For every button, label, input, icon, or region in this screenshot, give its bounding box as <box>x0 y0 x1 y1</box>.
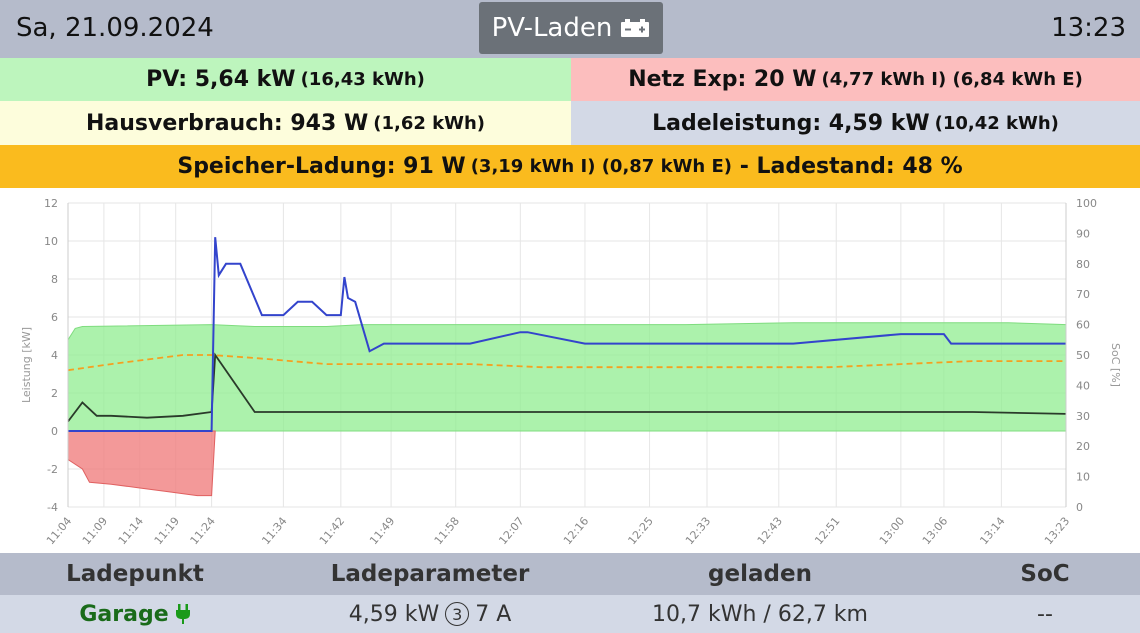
y2-tick-label: 80 <box>1076 258 1090 271</box>
y2-tick-label: 20 <box>1076 440 1090 453</box>
charge-power-value: Ladeleistung: 4,59 kW <box>652 110 930 136</box>
plug-icon <box>175 604 190 624</box>
col-charged: geladen <box>708 561 812 587</box>
grid-area <box>67 430 216 497</box>
charge-mode-button[interactable]: PV-Laden <box>479 2 663 54</box>
power-chart: 121086420-2-4100908070605040302010011:04… <box>20 197 1122 548</box>
pv-area <box>67 322 1067 432</box>
x-tick-label: 11:42 <box>317 515 347 548</box>
x-tick-label: 13:00 <box>877 515 907 548</box>
x-tick-label: 12:33 <box>683 515 713 548</box>
grid-power-value: Netz Exp: 20 W <box>628 67 817 92</box>
x-tick-label: 11:49 <box>367 515 397 548</box>
chargepoint-name-cell[interactable]: Garage <box>60 595 210 633</box>
x-tick-label: 12:51 <box>812 515 842 548</box>
charge-current: 7 A <box>475 601 512 627</box>
charged-amount: 10,7 kWh / 62,7 km <box>652 601 868 627</box>
y2-tick-label: 30 <box>1076 410 1090 423</box>
x-tick-label: 11:09 <box>80 515 110 548</box>
x-tick-label: 13:06 <box>920 515 950 548</box>
y-tick-label: 8 <box>51 273 58 286</box>
y-axis-label: Leistung [kW] <box>20 327 33 403</box>
header-bar: Sa, 21.09.2024 PV-Laden 13:23 <box>0 0 1140 58</box>
chargepoint-name[interactable]: Garage <box>79 601 169 627</box>
y2-tick-label: 0 <box>1076 501 1083 514</box>
vehicle-soc: -- <box>1037 601 1053 627</box>
y-tick-label: -4 <box>47 501 58 514</box>
y-tick-label: 6 <box>51 311 58 324</box>
pv-power-value: PV: 5,64 kW <box>146 67 296 92</box>
y2-tick-label: 100 <box>1076 197 1097 210</box>
x-tick-label: 12:16 <box>561 515 591 548</box>
chargepoint-row[interactable]: Garage 4,59 kW 3 7 A 10,7 kWh / 62,7 km … <box>0 595 1140 633</box>
storage-energy-value: (3,19 kWh I) (0,87 kWh E) <box>470 156 733 177</box>
col-parameters: Ladeparameter <box>330 561 530 587</box>
x-tick-label: 13:23 <box>1042 515 1072 548</box>
storage-power-value: Speicher-Ladung: 91 W <box>177 154 466 179</box>
y-tick-label: 2 <box>51 387 58 400</box>
charge-power-row: Ladeleistung: 4,59 kW (10,42 kWh) <box>571 101 1140 145</box>
y2-tick-label: 40 <box>1076 379 1090 392</box>
y2-tick-label: 50 <box>1076 349 1090 362</box>
grid-energy-value: (4,77 kWh I) (6,84 kWh E) <box>821 69 1083 90</box>
pv-power-row: PV: 5,64 kW (16,43 kWh) <box>0 58 571 101</box>
y-tick-label: 0 <box>51 425 58 438</box>
y2-axis-label: SoC [%] <box>1109 343 1122 387</box>
phase-count-badge: 3 <box>445 602 470 626</box>
y2-tick-label: 60 <box>1076 319 1090 332</box>
storage-soc-value: - Ladestand: 48 % <box>732 154 963 179</box>
y-tick-label: 12 <box>44 197 58 210</box>
y2-tick-label: 10 <box>1076 471 1090 484</box>
x-tick-label: 12:07 <box>496 515 526 548</box>
grid-power-row: Netz Exp: 20 W (4,77 kWh I) (6,84 kWh E) <box>571 58 1140 101</box>
charge-power: 4,59 kW <box>348 601 440 627</box>
y-tick-label: 10 <box>44 235 58 248</box>
y2-tick-label: 70 <box>1076 288 1090 301</box>
storage-row: Speicher-Ladung: 91 W (3,19 kWh I) (0,87… <box>0 145 1140 188</box>
pv-energy-value: (16,43 kWh) <box>300 69 425 90</box>
x-tick-label: 12:43 <box>755 515 785 548</box>
y-tick-label: 4 <box>51 349 58 362</box>
x-tick-label: 13:14 <box>977 515 1007 548</box>
x-tick-label: 11:19 <box>152 515 182 548</box>
col-soc: SoC <box>1020 561 1070 587</box>
house-line <box>67 352 1067 423</box>
charge-mode-label: PV-Laden <box>491 13 613 43</box>
x-tick-label: 11:24 <box>188 515 218 548</box>
chargepoint-header: Ladepunkt Ladeparameter geladen SoC <box>0 553 1140 595</box>
soc-line <box>67 354 1066 372</box>
y2-tick-label: 90 <box>1076 227 1090 240</box>
x-tick-label: 11:34 <box>259 515 289 548</box>
house-power-value: Hausverbrauch: 943 W <box>85 110 369 136</box>
charge-parameters-cell: 4,59 kW 3 7 A <box>300 595 560 633</box>
y-tick-label: -2 <box>47 463 58 476</box>
x-tick-label: 11:04 <box>44 515 74 548</box>
col-chargepoint: Ladepunkt <box>66 561 204 587</box>
date-label: Sa, 21.09.2024 <box>16 13 214 43</box>
charge-line <box>68 237 1066 432</box>
charge-energy-value: (10,42 kWh) <box>934 112 1059 134</box>
x-tick-label: 11:14 <box>116 515 146 548</box>
battery-icon <box>621 19 650 37</box>
clock-label: 13:23 <box>1051 13 1126 43</box>
house-consumption-row: Hausverbrauch: 943 W (1,62 kWh) <box>0 101 571 145</box>
x-tick-label: 12:25 <box>626 515 656 548</box>
house-energy-value: (1,62 kWh) <box>373 112 486 134</box>
x-tick-label: 11:58 <box>432 515 462 548</box>
